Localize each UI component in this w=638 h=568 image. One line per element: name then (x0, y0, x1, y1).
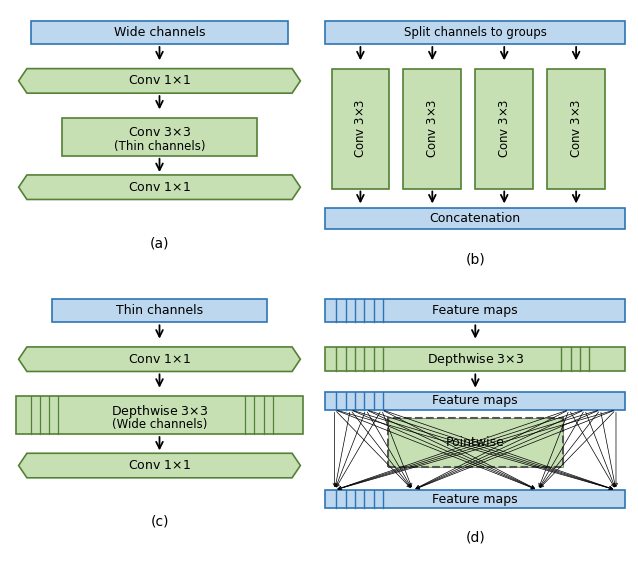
Bar (475, 69, 533, 189)
Text: Conv 1$\times$1: Conv 1$\times$1 (128, 74, 191, 87)
Bar (388, 418, 563, 467)
Text: Depthwise 3$\times$3: Depthwise 3$\times$3 (111, 403, 208, 420)
Bar (325, 490, 625, 508)
Bar (61, 118, 258, 156)
Text: Conv 3$\times$3: Conv 3$\times$3 (498, 99, 511, 158)
Bar (388, 418, 563, 467)
Bar (15, 396, 304, 434)
Bar (547, 69, 605, 189)
Text: Feature maps: Feature maps (433, 492, 518, 506)
Bar (403, 69, 461, 189)
Bar (52, 299, 267, 323)
Text: Conv 3$\times$3: Conv 3$\times$3 (570, 99, 582, 158)
Text: (Wide channels): (Wide channels) (112, 418, 207, 431)
Text: Depthwise 3$\times$3: Depthwise 3$\times$3 (427, 350, 524, 367)
Text: (Thin channels): (Thin channels) (114, 140, 205, 153)
Text: Conv 3$\times$3: Conv 3$\times$3 (354, 99, 367, 158)
Text: Feature maps: Feature maps (433, 394, 518, 407)
Text: Split channels to groups: Split channels to groups (404, 26, 547, 39)
Text: Pointwise: Pointwise (446, 436, 505, 449)
Text: Conv 3$\times$3: Conv 3$\times$3 (128, 126, 191, 139)
Polygon shape (19, 347, 300, 371)
Text: Concatenation: Concatenation (430, 212, 521, 225)
Text: Thin channels: Thin channels (116, 304, 203, 318)
Text: (d): (d) (466, 531, 485, 545)
Text: Conv 1$\times$1: Conv 1$\times$1 (128, 353, 191, 366)
Polygon shape (19, 453, 300, 478)
Bar (325, 347, 625, 371)
Polygon shape (19, 175, 300, 199)
Bar (325, 21, 625, 44)
Bar (325, 299, 625, 323)
Text: Wide channels: Wide channels (114, 26, 205, 39)
Text: (a): (a) (150, 236, 169, 250)
Text: Feature maps: Feature maps (433, 304, 518, 318)
Text: (c): (c) (151, 515, 168, 528)
Bar (325, 392, 625, 410)
Text: Conv 1$\times$1: Conv 1$\times$1 (128, 181, 191, 194)
Bar (325, 208, 625, 229)
Bar (332, 69, 389, 189)
Bar (31, 21, 288, 44)
Text: Conv 1$\times$1: Conv 1$\times$1 (128, 459, 191, 472)
Text: (b): (b) (466, 252, 485, 266)
Text: Conv 3$\times$3: Conv 3$\times$3 (426, 99, 439, 158)
Polygon shape (19, 69, 300, 93)
